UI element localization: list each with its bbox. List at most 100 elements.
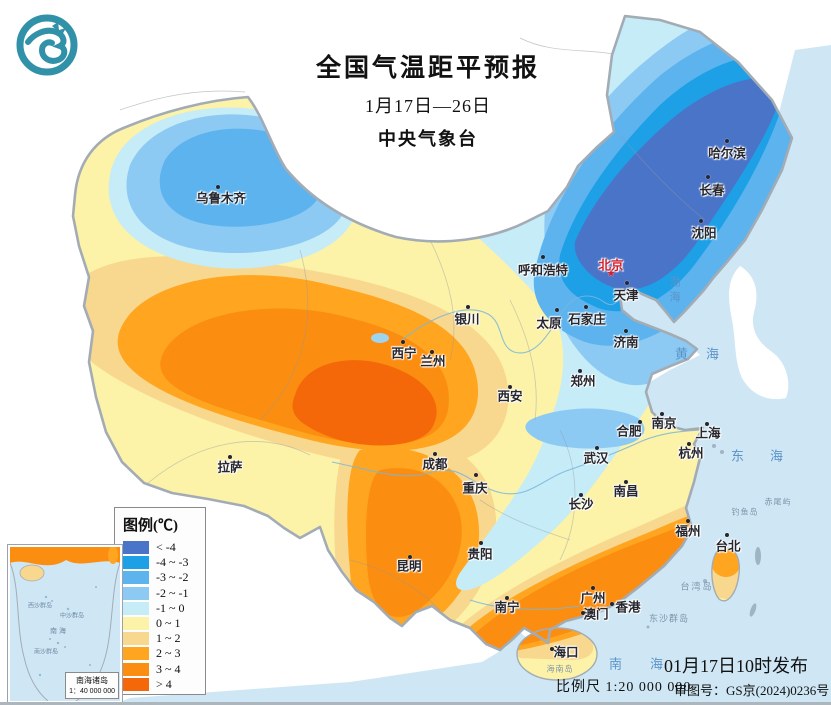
legend-swatch (123, 632, 149, 646)
china-border (71, 14, 794, 681)
city-label: 台北 (715, 539, 741, 554)
legend-swatch (123, 556, 149, 570)
map-date-range: 1月17日—26日 (365, 96, 491, 116)
city-dot (705, 422, 709, 426)
legend-title: 图例(℃) (123, 518, 178, 534)
city-dot (725, 533, 729, 537)
city-label: 合肥 (616, 424, 642, 439)
city-dot (610, 602, 614, 606)
legend-swatch (123, 586, 149, 600)
city-dot (625, 281, 629, 285)
city-dot (228, 455, 232, 459)
city-dot (479, 541, 483, 545)
map-scale: 比例尺 1:20 000 000 (556, 680, 692, 695)
city-label: 南京 (651, 416, 677, 431)
legend-range-label: 1 ~ 2 (156, 631, 181, 646)
legend-range-label: 0 ~ 1 (156, 616, 181, 631)
sea-label: 东沙群岛 (648, 613, 690, 624)
dragon-logo-icon (16, 14, 78, 76)
sea-area (120, 45, 831, 702)
legend-swatch (123, 541, 149, 555)
city-label: 广州 (580, 591, 606, 606)
city-dot (706, 175, 710, 179)
legend-swatch (123, 571, 149, 585)
city-label: 南宁 (494, 600, 520, 615)
inset-name: 南海诸岛 (76, 676, 109, 685)
sea-label: 海南岛 (546, 664, 574, 674)
city-label: 长春 (699, 183, 725, 198)
city-dot (578, 369, 582, 373)
city-dot (408, 555, 412, 559)
legend-row: -2 ~ -1 (123, 586, 205, 601)
inset-scale: 1：40 000 000 (69, 688, 115, 695)
city-dot (401, 340, 405, 344)
legend-row: < -4 (123, 540, 205, 555)
city-dot (466, 305, 470, 309)
city-dot (624, 480, 628, 484)
city-label: 济南 (613, 335, 639, 350)
sea-label: 钓鱼岛 (731, 507, 759, 517)
legend-range-label: < -4 (156, 540, 176, 555)
legend-row: -4 ~ -3 (123, 555, 205, 570)
city-dot (508, 385, 512, 389)
legend-range-label: 3 ~ 4 (156, 661, 181, 676)
city-label: 重庆 (462, 481, 488, 496)
city-label: 长沙 (568, 497, 594, 512)
issue-time: 01月17日10时发布 (664, 656, 808, 676)
inset-island-label: 南 海 (50, 628, 66, 635)
legend-row: > 4 (123, 677, 205, 692)
legend-row: 2 ~ 3 (123, 646, 205, 661)
legend-range-label: -1 ~ 0 (156, 600, 185, 615)
city-dot (638, 420, 642, 424)
korea-landmass (729, 266, 789, 400)
city-label: 海口 (553, 645, 579, 660)
offshore-islands (646, 444, 761, 629)
city-dot (699, 219, 703, 223)
legend-row: 3 ~ 4 (123, 662, 205, 677)
map-title: 全国气温距平预报 (315, 55, 540, 82)
city-label: 杭州 (678, 446, 704, 461)
city-label: 香港 (615, 600, 641, 615)
legend-range-label: -3 ~ -2 (156, 570, 189, 585)
city-label: 武汉 (583, 451, 609, 466)
sea-label: 南海 (608, 656, 692, 672)
city-dot (433, 452, 437, 456)
legend-range-label: -2 ~ -1 (156, 585, 189, 600)
legend-swatch (123, 677, 149, 691)
city-dot (430, 350, 434, 354)
city-dot (581, 611, 585, 615)
city-dot (216, 185, 220, 189)
inset-island-label: 南沙群岛 (33, 649, 59, 656)
inset-island-label: 中沙群岛 (59, 613, 85, 620)
legend-range-label: 2 ~ 3 (156, 646, 181, 661)
city-dot (541, 255, 545, 259)
city-label: 昆明 (396, 559, 422, 574)
city-dot (591, 586, 595, 590)
legend-swatch (123, 617, 149, 631)
title-block: 全国气温距平预报 1月17日—26日 中央气象台 (268, 48, 588, 151)
city-label: 南昌 (613, 484, 639, 499)
legend-swatch (123, 647, 149, 661)
city-label: 澳门 (583, 607, 609, 622)
sea-label: 东海 (730, 448, 810, 464)
city-label: 乌鲁木齐 (195, 191, 247, 206)
city-dot (687, 442, 691, 446)
rivers (331, 295, 701, 610)
legend-row: -1 ~ 0 (123, 601, 205, 616)
city-label: 福州 (675, 524, 701, 539)
legend-row: 0 ~ 1 (123, 616, 205, 631)
sea-label: 渤海 (668, 276, 680, 306)
city-label: 成都 (422, 457, 448, 472)
city-label: 天津 (613, 288, 639, 303)
legend-range-label: -4 ~ -3 (156, 555, 189, 570)
city-label: 银川 (454, 312, 480, 327)
legend-range-label: > 4 (156, 676, 172, 691)
city-dot (725, 139, 729, 143)
city-dot (555, 308, 559, 312)
inset-title-box: 南海诸岛 1：40 000 000 (65, 672, 119, 699)
city-label: 太原 (536, 316, 562, 331)
city-label: 北京 (598, 258, 624, 273)
city-label: 贵阳 (467, 547, 493, 562)
